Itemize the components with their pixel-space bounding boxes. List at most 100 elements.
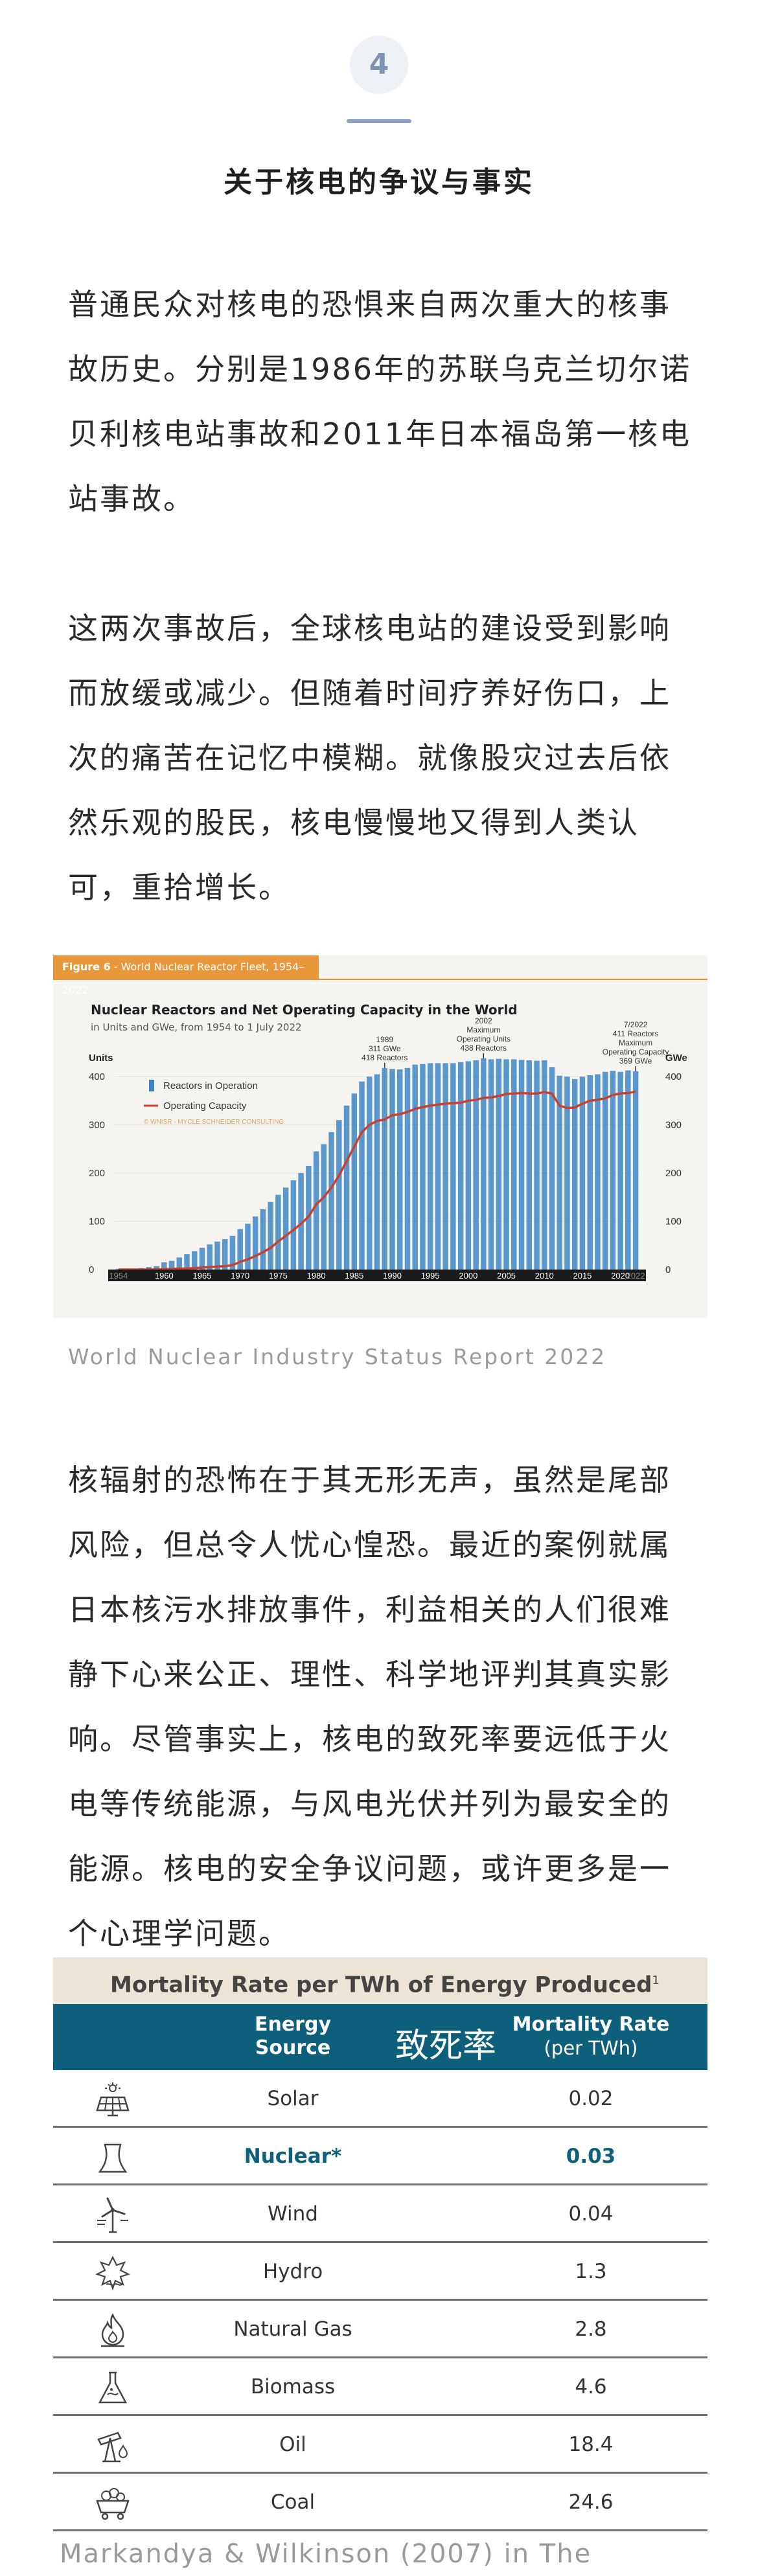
- reactor-bar: [245, 1224, 251, 1270]
- paragraph-2: 这两次事故后，全球核电站的建设受到影响而放缓或减少。但随着时间疗养好伤口，上次的…: [68, 611, 671, 905]
- x-tick-label: 2020: [611, 1271, 630, 1281]
- reactor-bar: [442, 1063, 448, 1270]
- reactor-bar: [557, 1075, 562, 1270]
- energy-source-cell: Natural Gas: [233, 2318, 352, 2341]
- legend-label-capacity: Operating Capacity: [163, 1100, 247, 1111]
- reactor-bar: [625, 1070, 631, 1270]
- figure-tag-rule: [53, 979, 707, 980]
- table-row: Hydro 1.3: [53, 2243, 707, 2301]
- header-overlay-label: 致死率: [395, 2027, 497, 2066]
- annotation-text: 2002: [475, 1016, 492, 1025]
- reactor-bar: [252, 1216, 258, 1270]
- reactor-bar: [518, 1060, 525, 1270]
- paragraph-3: 核辐射的恐怖在于其无形无声，虽然是尾部风险，但总令人忧心惶恐。最近的案例就属日本…: [68, 1463, 671, 1951]
- annotation-text: 311 GWe: [369, 1044, 401, 1053]
- mortality-rate-cell: 2.8: [575, 2318, 607, 2341]
- paragraph-1: 普通民众对核电的恐惧来自两次重大的核事故历史。分别是1986年的苏联乌克兰切尔诺…: [68, 287, 692, 516]
- table-body: Solar 0.02 Nuclear* 0.03 Wind 0.04 Hydro 1.3 Nat…: [53, 2070, 707, 2531]
- reactor-fleet-figure: 0 0 100 100 200 200 300 300 400 400 Units GWe 1954 19…: [53, 955, 707, 1318]
- reactor-bar: [571, 1078, 578, 1270]
- annotation-text: 411 Reactors: [613, 1029, 658, 1038]
- table-header: Energy Source 致死率 Mortality Rate (per TWh): [53, 2004, 707, 2070]
- reactor-bar: [229, 1235, 236, 1270]
- reactor-bar: [260, 1209, 266, 1270]
- x-tick-label: 1990: [383, 1271, 402, 1281]
- energy-source-cell: Coal: [270, 2491, 316, 2514]
- x-tick-label: 1995: [421, 1271, 440, 1281]
- mortality-rate-cell: 0.04: [568, 2202, 614, 2226]
- x-tick-label: 2000: [459, 1271, 477, 1281]
- reactor-bar: [473, 1060, 479, 1270]
- reactor-bar: [617, 1071, 623, 1270]
- annotation-text: Maximum: [466, 1025, 500, 1034]
- y-axis-label-left: Units: [89, 1053, 113, 1064]
- reactor-bar: [396, 1069, 403, 1270]
- y-tick-label-right: 200: [665, 1168, 682, 1179]
- x-tick-label: 1965: [193, 1271, 212, 1281]
- energy-source-cell: Oil: [279, 2433, 306, 2456]
- reactor-bar: [222, 1239, 228, 1270]
- table-row: Biomass 4.6: [53, 2358, 707, 2416]
- hydro-dam-icon: [95, 2255, 131, 2291]
- energy-source-cell: Nuclear*: [244, 2145, 342, 2168]
- reactor-bar: [542, 1060, 547, 1270]
- reactor-bar: [199, 1248, 205, 1270]
- annotation-text: 438 Reactors: [461, 1043, 507, 1053]
- y-tick-label-right: 300: [665, 1120, 682, 1131]
- reactor-bar: [549, 1067, 555, 1270]
- reactor-fleet-chart: 0 0 100 100 200 200 300 300 400 400 Units GWe 1954 19…: [89, 1016, 687, 1281]
- reactor-bar: [496, 1058, 502, 1270]
- y-tick-label-left: 400: [89, 1071, 105, 1082]
- oil-pump-icon: [95, 2428, 131, 2464]
- y-tick-label-left: 300: [89, 1120, 105, 1131]
- reactor-bar: [168, 1260, 175, 1270]
- reactor-bar: [412, 1064, 418, 1270]
- reactor-bar: [374, 1074, 380, 1270]
- mortality-rate-cell: 0.03: [566, 2145, 616, 2168]
- reactor-bar: [632, 1071, 639, 1270]
- capacity-line: [118, 1090, 636, 1271]
- table-row: Natural Gas 2.8: [53, 2301, 707, 2358]
- biomass-flask-icon: [95, 2370, 131, 2406]
- reactor-bar: [237, 1229, 243, 1270]
- reactor-bar: [420, 1064, 426, 1270]
- x-tick-label: 2010: [535, 1271, 554, 1281]
- reactor-bar: [465, 1061, 472, 1270]
- reactor-bar: [481, 1058, 487, 1270]
- reactor-bar: [275, 1194, 281, 1270]
- annotation-text: Maximum: [619, 1038, 652, 1047]
- energy-source-cell: Wind: [268, 2202, 318, 2226]
- annotation-text: 1989: [376, 1035, 393, 1044]
- reactor-bar: [207, 1244, 212, 1270]
- x-tick-label: 1960: [155, 1271, 174, 1281]
- reactor-bar: [404, 1067, 411, 1270]
- coal-cart-icon: [95, 2485, 131, 2522]
- mortality-rate-cell: 0.02: [568, 2087, 614, 2110]
- annotation-text: 7/2022: [624, 1020, 648, 1029]
- reactor-bar: [595, 1074, 601, 1270]
- solar-panel-icon: [95, 2082, 131, 2118]
- reactor-bar: [351, 1093, 358, 1270]
- x-tick-label: 1975: [269, 1271, 288, 1281]
- reactor-bar: [359, 1081, 365, 1270]
- energy-source-cell: Biomass: [250, 2375, 336, 2399]
- reactor-bar: [176, 1257, 183, 1270]
- energy-source-cell: Hydro: [262, 2260, 323, 2283]
- reactor-bar: [336, 1120, 342, 1270]
- chart-subtitle: in Units and GWe, from 1954 to 1 July 20…: [91, 1021, 302, 1033]
- annotation-text: 369 GWe: [619, 1056, 652, 1066]
- reactor-bar: [367, 1077, 373, 1270]
- wind-turbine-icon: [95, 2197, 131, 2233]
- reactor-bar: [161, 1262, 167, 1270]
- table-row: Solar 0.02: [53, 2070, 707, 2128]
- reactor-bar: [435, 1063, 441, 1270]
- y-tick-label-left: 100: [89, 1216, 105, 1227]
- table-row: Wind 0.04: [53, 2185, 707, 2243]
- cooling-tower-icon: [95, 2139, 131, 2176]
- reactor-bar: [268, 1202, 273, 1270]
- section-title: 关于核电的争议与事实: [224, 166, 534, 199]
- y-tick-label-left: 0: [89, 1264, 94, 1275]
- x-tick-label: 2015: [573, 1271, 591, 1281]
- reactor-bar: [610, 1071, 616, 1270]
- reactor-bar: [427, 1063, 433, 1270]
